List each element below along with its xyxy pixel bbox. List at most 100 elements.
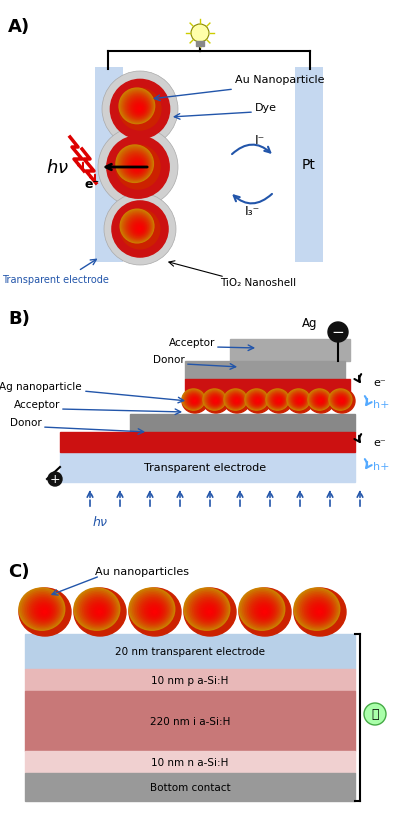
- Ellipse shape: [192, 398, 198, 404]
- Bar: [25, 751, 355, 773]
- Ellipse shape: [312, 393, 327, 408]
- Ellipse shape: [248, 392, 266, 409]
- Ellipse shape: [341, 400, 343, 402]
- Circle shape: [136, 226, 143, 233]
- Ellipse shape: [313, 606, 325, 617]
- Ellipse shape: [24, 593, 61, 627]
- Text: B): B): [8, 310, 30, 328]
- Text: TiO₂ Nanoshell: TiO₂ Nanoshell: [220, 278, 296, 287]
- Circle shape: [128, 158, 145, 174]
- Ellipse shape: [74, 588, 126, 636]
- Bar: [60, 452, 355, 482]
- Text: e⁻: e⁻: [373, 437, 386, 447]
- Circle shape: [119, 89, 161, 131]
- Ellipse shape: [239, 588, 285, 631]
- Circle shape: [129, 98, 148, 118]
- Text: Pt: Pt: [302, 158, 316, 172]
- Ellipse shape: [84, 598, 112, 623]
- Ellipse shape: [234, 399, 239, 403]
- Ellipse shape: [273, 396, 283, 405]
- Ellipse shape: [315, 396, 326, 405]
- Ellipse shape: [334, 394, 348, 407]
- Bar: [185, 361, 345, 379]
- Ellipse shape: [251, 395, 263, 406]
- Ellipse shape: [309, 391, 330, 410]
- Ellipse shape: [201, 604, 217, 618]
- Ellipse shape: [186, 393, 202, 408]
- Ellipse shape: [294, 588, 346, 636]
- Ellipse shape: [208, 611, 211, 613]
- Ellipse shape: [314, 395, 326, 406]
- Ellipse shape: [308, 390, 334, 414]
- Circle shape: [123, 213, 152, 242]
- Ellipse shape: [228, 393, 244, 408]
- Bar: [60, 432, 355, 452]
- Ellipse shape: [290, 392, 308, 409]
- Ellipse shape: [256, 400, 259, 403]
- Ellipse shape: [261, 609, 268, 615]
- Ellipse shape: [28, 596, 58, 624]
- Ellipse shape: [74, 588, 120, 631]
- Ellipse shape: [139, 598, 167, 623]
- Circle shape: [131, 101, 146, 116]
- Ellipse shape: [19, 588, 65, 631]
- Ellipse shape: [272, 395, 284, 406]
- Ellipse shape: [335, 395, 347, 406]
- Text: Donor: Donor: [10, 418, 42, 428]
- Ellipse shape: [138, 596, 168, 624]
- Circle shape: [129, 99, 147, 117]
- Ellipse shape: [246, 391, 267, 410]
- Ellipse shape: [241, 590, 283, 629]
- Ellipse shape: [227, 393, 244, 408]
- Circle shape: [132, 161, 143, 173]
- Ellipse shape: [189, 593, 226, 627]
- Ellipse shape: [86, 600, 110, 622]
- Ellipse shape: [148, 606, 160, 617]
- Circle shape: [364, 704, 386, 725]
- Ellipse shape: [184, 588, 230, 631]
- Circle shape: [110, 80, 170, 139]
- Ellipse shape: [83, 596, 113, 624]
- Ellipse shape: [208, 394, 222, 407]
- Bar: [185, 379, 350, 401]
- Ellipse shape: [250, 394, 264, 407]
- Ellipse shape: [211, 396, 220, 405]
- Ellipse shape: [210, 396, 221, 405]
- Ellipse shape: [292, 394, 306, 407]
- Ellipse shape: [332, 392, 350, 409]
- Ellipse shape: [88, 601, 109, 621]
- Text: I⁻: I⁻: [255, 133, 265, 147]
- Circle shape: [130, 219, 147, 237]
- Ellipse shape: [184, 588, 236, 636]
- Circle shape: [136, 106, 143, 113]
- Ellipse shape: [204, 391, 225, 410]
- Ellipse shape: [287, 390, 310, 410]
- Circle shape: [135, 224, 144, 233]
- Ellipse shape: [329, 390, 355, 414]
- Ellipse shape: [306, 600, 330, 622]
- Circle shape: [137, 167, 139, 169]
- Ellipse shape: [248, 596, 278, 624]
- Ellipse shape: [136, 595, 169, 626]
- Text: Au nanoparticles: Au nanoparticles: [95, 566, 189, 577]
- Ellipse shape: [269, 392, 287, 409]
- Circle shape: [125, 95, 150, 120]
- Ellipse shape: [38, 606, 50, 617]
- Ellipse shape: [318, 611, 321, 613]
- Text: e⁻: e⁻: [373, 378, 386, 387]
- Circle shape: [116, 146, 160, 190]
- Ellipse shape: [186, 590, 228, 629]
- Ellipse shape: [333, 393, 349, 408]
- Ellipse shape: [81, 595, 115, 626]
- Ellipse shape: [329, 390, 352, 410]
- Ellipse shape: [270, 393, 286, 408]
- Ellipse shape: [43, 611, 46, 613]
- Ellipse shape: [287, 390, 313, 414]
- Text: 10 nm n a-Si:H: 10 nm n a-Si:H: [151, 757, 229, 767]
- Ellipse shape: [90, 603, 108, 619]
- Text: h+: h+: [373, 400, 390, 410]
- Circle shape: [129, 159, 144, 174]
- Ellipse shape: [98, 611, 101, 613]
- Ellipse shape: [188, 395, 200, 406]
- Text: $h\nu$: $h\nu$: [46, 159, 69, 177]
